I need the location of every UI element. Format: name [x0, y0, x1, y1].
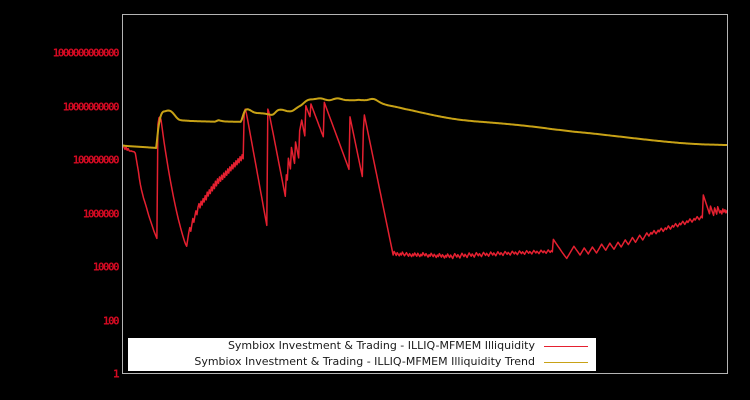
legend-swatch-illiquidity: [544, 345, 588, 347]
legend-item-illiquidity[interactable]: Symbiox Investment & Trading - ILLIQ-MFM…: [128, 338, 596, 354]
y-axis-tick-2: 100000000: [72, 153, 120, 167]
line-illiquidity-trend: [123, 97, 727, 149]
plot-area: [122, 14, 728, 374]
y-axis-tick-3: 1000000: [82, 207, 120, 221]
legend-item-illiquidity-trend[interactable]: Symbiox Investment & Trading - ILLIQ-MFM…: [128, 354, 596, 370]
line-illiquidity: [123, 101, 727, 260]
series-lines: [123, 97, 727, 260]
y-axis-tick-1: 10000000000: [62, 100, 120, 114]
y-axis-tick-5: 100: [102, 314, 120, 328]
legend-label-illiquidity: Symbiox Investment & Trading - ILLIQ-MFM…: [227, 339, 535, 352]
y-axis-tick-0: 1000000000000: [52, 46, 120, 60]
y-axis-tick-6: 1: [112, 367, 120, 381]
legend-swatch-illiquidity-trend: [544, 361, 588, 363]
y-axis-tick-4: 10000: [92, 260, 120, 274]
legend-label-illiquidity-trend: Symbiox Investment & Trading - ILLIQ-MFM…: [194, 355, 535, 368]
chart-legend: Symbiox Investment & Trading - ILLIQ-MFM…: [128, 338, 596, 371]
